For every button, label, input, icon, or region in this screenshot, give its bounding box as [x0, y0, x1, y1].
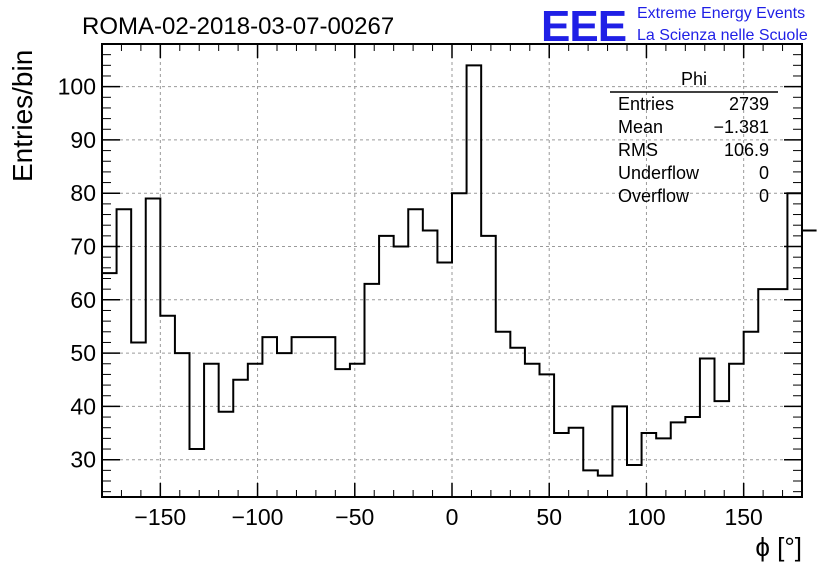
y-tick-label: 30 [70, 447, 96, 473]
stats-label: Underflow [618, 163, 700, 183]
x-tick-label: 0 [446, 504, 459, 530]
stats-name: Phi [681, 69, 707, 89]
y-tick-label: 70 [70, 234, 96, 260]
tick-labels: −150 −100 −50 0 50 100 150 30 40 50 60 70 80 90 100 [58, 74, 763, 530]
stats-value: −1.381 [713, 117, 769, 137]
stats-label: RMS [618, 140, 658, 160]
y-tick-label: 60 [70, 287, 96, 313]
axis-ticks [102, 43, 802, 497]
x-tick-label: 50 [536, 504, 562, 530]
stats-value: 2739 [729, 94, 769, 114]
y-axis-label: Entries/bin [7, 50, 38, 182]
grid [102, 44, 802, 497]
x-tick-label: −150 [134, 504, 186, 530]
stats-label: Mean [618, 117, 663, 137]
x-axis-label: ϕ [°] [755, 532, 802, 562]
plot-frame [101, 43, 803, 498]
x-tick-label: −100 [232, 504, 284, 530]
stats-label: Overflow [618, 186, 690, 206]
chart-title: ROMA-02-2018-03-07-00267 [82, 13, 394, 40]
stats-value: 106.9 [724, 140, 769, 160]
stats-value: 0 [759, 186, 769, 206]
logo-mark: EEE [541, 2, 626, 51]
x-tick-label: 100 [627, 504, 665, 530]
histogram-line [102, 64, 817, 477]
logo-line1: Extreme Energy Events [637, 5, 805, 22]
x-tick-label: −50 [335, 504, 374, 530]
eee-logo: EEE Extreme Energy Events La Scienza nel… [541, 2, 808, 51]
y-tick-label: 90 [70, 127, 96, 153]
y-tick-label: 100 [58, 74, 96, 100]
stats-value: 0 [759, 163, 769, 183]
y-tick-label: 40 [70, 393, 96, 419]
y-tick-label: 50 [70, 340, 96, 366]
logo-line2: La Scienza nelle Scuole [637, 27, 808, 44]
x-tick-label: 150 [724, 504, 762, 530]
stats-label: Entries [618, 94, 674, 114]
y-tick-label: 80 [70, 180, 96, 206]
stats-box: Phi Entries 2739 Mean −1.381 RMS 106.9 U… [610, 69, 778, 206]
